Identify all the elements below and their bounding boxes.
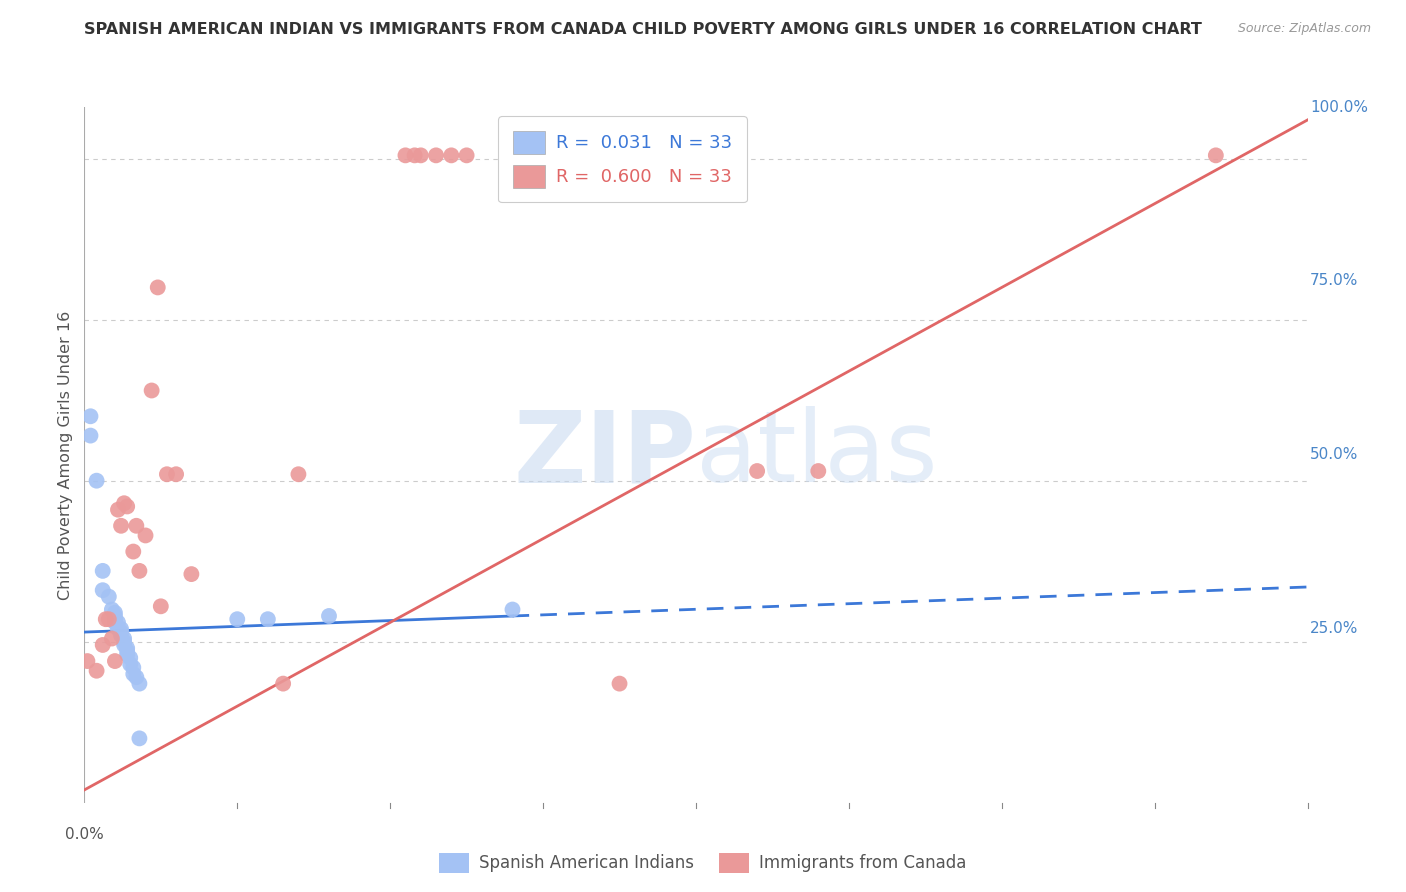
Point — [115, 500, 138, 514]
Point — [128, 564, 150, 578]
Point — [79, 409, 101, 424]
Point — [122, 660, 145, 674]
Point — [107, 502, 129, 516]
Point — [91, 638, 114, 652]
Point — [97, 590, 120, 604]
Text: SPANISH AMERICAN INDIAN VS IMMIGRANTS FROM CANADA CHILD POVERTY AMONG GIRLS UNDE: SPANISH AMERICAN INDIAN VS IMMIGRANTS FR… — [84, 22, 1202, 37]
Point — [1205, 148, 1227, 162]
Point — [86, 664, 108, 678]
Point — [807, 464, 830, 478]
Point — [112, 634, 135, 648]
Point — [110, 622, 132, 636]
Point — [101, 602, 124, 616]
Point — [104, 654, 127, 668]
Text: ZIP: ZIP — [513, 407, 696, 503]
Point — [104, 609, 127, 624]
Point — [146, 280, 169, 294]
Point — [110, 518, 132, 533]
Point — [456, 148, 478, 162]
Point — [125, 670, 148, 684]
Point — [115, 641, 138, 656]
Point — [107, 615, 129, 630]
Point — [257, 612, 280, 626]
Point — [287, 467, 309, 482]
Text: 100.0%: 100.0% — [1310, 100, 1368, 114]
Point — [120, 651, 142, 665]
Point — [115, 644, 138, 658]
Point — [226, 612, 249, 626]
Text: Source: ZipAtlas.com: Source: ZipAtlas.com — [1237, 22, 1371, 36]
Point — [747, 464, 769, 478]
Point — [128, 731, 150, 746]
Point — [271, 676, 294, 690]
Point — [110, 628, 132, 642]
Point — [404, 148, 426, 162]
Point — [79, 428, 101, 442]
Point — [409, 148, 432, 162]
Point — [110, 625, 132, 640]
Point — [128, 676, 150, 690]
Point — [120, 657, 142, 672]
Point — [609, 676, 631, 690]
Point — [125, 518, 148, 533]
Point — [112, 632, 135, 646]
Text: 0.0%: 0.0% — [65, 827, 104, 842]
Point — [94, 612, 117, 626]
Text: 75.0%: 75.0% — [1310, 274, 1358, 288]
Point — [112, 638, 135, 652]
Legend: Spanish American Indians, Immigrants from Canada: Spanish American Indians, Immigrants fro… — [433, 847, 973, 880]
Point — [76, 654, 98, 668]
Point — [91, 564, 114, 578]
Point — [104, 606, 127, 620]
Point — [394, 148, 416, 162]
Point — [97, 612, 120, 626]
Text: 50.0%: 50.0% — [1310, 448, 1358, 462]
Point — [180, 567, 202, 582]
Y-axis label: Child Poverty Among Girls Under 16: Child Poverty Among Girls Under 16 — [58, 310, 73, 599]
Point — [101, 632, 124, 646]
Point — [122, 544, 145, 558]
Point — [115, 648, 138, 662]
Point — [112, 496, 135, 510]
Text: atlas: atlas — [696, 407, 938, 503]
Legend: R =  0.031   N = 33, R =  0.600   N = 33: R = 0.031 N = 33, R = 0.600 N = 33 — [498, 116, 747, 202]
Point — [86, 474, 108, 488]
Point — [141, 384, 163, 398]
Point — [165, 467, 187, 482]
Point — [104, 612, 127, 626]
Point — [502, 602, 524, 616]
Point — [149, 599, 172, 614]
Point — [156, 467, 179, 482]
Point — [318, 609, 340, 624]
Point — [135, 528, 157, 542]
Point — [425, 148, 447, 162]
Point — [107, 622, 129, 636]
Point — [440, 148, 463, 162]
Text: 25.0%: 25.0% — [1310, 622, 1358, 636]
Point — [104, 615, 127, 630]
Point — [91, 583, 114, 598]
Point — [122, 667, 145, 681]
